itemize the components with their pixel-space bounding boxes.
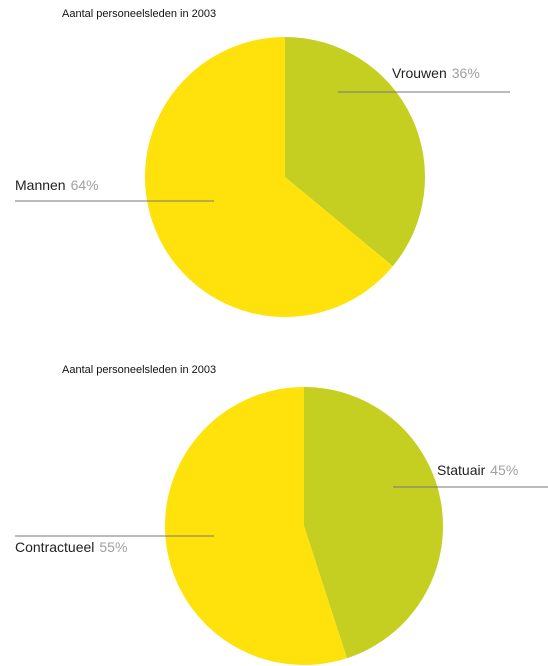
pie-slice (144, 37, 393, 317)
slice-label: Contractueel (15, 539, 94, 555)
chart-title: Aantal personeelsleden in 2003 (62, 8, 216, 20)
chart-title: Aantal personeelsleden in 2003 (62, 364, 216, 376)
slice-value-label: 55% (99, 539, 127, 555)
pie-slice (285, 37, 425, 267)
slice-value-label: 45% (490, 462, 518, 478)
slice-label: Mannen (15, 177, 66, 193)
slice-label: Statuair (437, 462, 486, 478)
slice-value-label: 64% (71, 177, 99, 193)
pie-slice (164, 387, 347, 666)
slice-value-label: 36% (452, 65, 480, 81)
pie-slice (304, 387, 443, 659)
slice-label: Vrouwen (392, 65, 447, 81)
